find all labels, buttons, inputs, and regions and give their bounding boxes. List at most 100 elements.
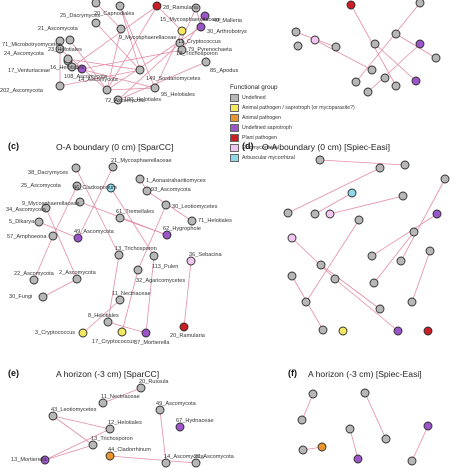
panel-d-letter: (d)	[242, 141, 254, 151]
network-node	[73, 233, 83, 243]
node-label: 13_Trichosporon	[115, 246, 157, 252]
network-node	[396, 256, 406, 266]
network-edge	[373, 231, 415, 284]
network-node	[315, 155, 325, 165]
network-node	[360, 388, 370, 398]
network-node	[141, 328, 151, 338]
legend-label: Undefined	[242, 94, 266, 101]
network-node	[65, 35, 75, 45]
node-label: 57_Amphoeona	[7, 234, 47, 240]
network-node	[113, 95, 123, 105]
network-edge	[400, 178, 446, 262]
node-label: 30_Leotiomycetes	[172, 204, 218, 210]
node-label: 95_Helotiales	[161, 92, 195, 98]
network-node	[297, 415, 307, 425]
network-edge	[59, 69, 141, 87]
network-node	[425, 246, 435, 256]
network-node	[105, 424, 115, 434]
node-label: 38_Dacrymyces	[28, 170, 69, 176]
network-node	[77, 64, 87, 74]
node-label: 20_Capnodiales	[94, 11, 135, 17]
node-label: 2_Ascomycota	[59, 270, 96, 276]
network-node	[150, 83, 160, 93]
network-edge	[77, 166, 114, 239]
legend-label: Undefined saprotroph	[242, 124, 292, 131]
network-node	[301, 297, 311, 307]
node-label: 93_Ascomycota	[151, 187, 191, 193]
network-node	[317, 442, 327, 452]
network-node	[177, 45, 187, 55]
network-node	[142, 186, 152, 196]
network-edge	[106, 5, 158, 91]
panel-d-title: O-A boundary (0 cm) [Spiec-Easi]	[262, 142, 390, 152]
network-edge	[95, 2, 122, 30]
node-label: 46_Cladosporium	[73, 185, 117, 191]
network-edge	[329, 195, 404, 215]
network-edge	[106, 28, 122, 91]
network-node	[200, 11, 210, 21]
network-edge	[181, 15, 206, 51]
node-label: 11_Nectriaceae	[112, 291, 151, 297]
node-label: 37_Mortierella	[134, 340, 170, 346]
network-node	[108, 162, 118, 172]
network-node	[115, 1, 125, 11]
node-label: 30_Arthrobotrys	[207, 29, 247, 35]
network-edge	[75, 167, 120, 256]
node-label: 23_Helotiales	[48, 47, 82, 53]
node-label: 14_Ascomycota	[78, 77, 118, 83]
network-edge	[183, 260, 192, 328]
network-node	[381, 434, 391, 444]
node-label: 20_Russula	[139, 379, 169, 385]
node-label: 28_Ramularia	[163, 5, 198, 11]
network-node	[98, 398, 108, 408]
node-label: 11_Cryptococcus	[178, 39, 221, 45]
network-node	[55, 81, 65, 91]
legend-swatch	[230, 123, 239, 132]
node-label: 34_Ascomycota	[6, 207, 46, 213]
network-edge	[320, 264, 381, 310]
legend-item-plant-pathogen: Plant pathogen	[230, 133, 277, 142]
node-label: 9_Mycosphaerellaceae	[119, 35, 177, 41]
network-edge	[156, 5, 183, 32]
node-label: 71_Helotiales	[198, 218, 232, 224]
network-node	[407, 297, 417, 307]
network-node	[72, 274, 82, 284]
network-node	[116, 24, 126, 34]
legend-label: Plant pathogen	[242, 134, 277, 141]
node-label: 5_Dikarya	[9, 219, 35, 225]
network-edge	[374, 43, 417, 82]
network-edge	[81, 49, 183, 70]
network-node	[310, 35, 320, 45]
network-node	[187, 216, 197, 226]
network-edge	[117, 61, 207, 101]
node-label: 21_Mycosphaerellaceae	[111, 158, 172, 164]
network-node	[78, 328, 88, 338]
legend-swatch	[230, 93, 239, 102]
node-label: 16_Helotiales	[50, 65, 84, 71]
network-node	[293, 41, 303, 51]
network-node	[191, 458, 201, 468]
network-edge	[33, 235, 54, 281]
network-node	[375, 304, 385, 314]
legend-swatch	[230, 133, 239, 142]
network-edge	[395, 33, 437, 59]
network-node	[41, 203, 51, 213]
network-edge	[291, 237, 336, 280]
network-node	[398, 191, 408, 201]
network-node	[287, 233, 297, 243]
network-node	[423, 421, 433, 431]
network-edge	[364, 392, 387, 440]
network-node	[330, 274, 340, 284]
node-label: 17_Cryptococcus	[92, 339, 136, 345]
network-node	[177, 26, 187, 36]
node-label: 108_Ascomycota	[64, 74, 107, 80]
network-node	[114, 250, 124, 260]
node-label: 1_Aonasiraharitiomyces	[146, 178, 206, 184]
network-node	[415, 0, 425, 8]
node-label: 67_Hydnaceae	[176, 418, 214, 424]
legend-label: Animal pathogen	[242, 114, 281, 121]
network-edge	[52, 185, 78, 237]
legend-swatch	[230, 143, 239, 152]
node-label: 85_Apodus	[210, 68, 239, 74]
